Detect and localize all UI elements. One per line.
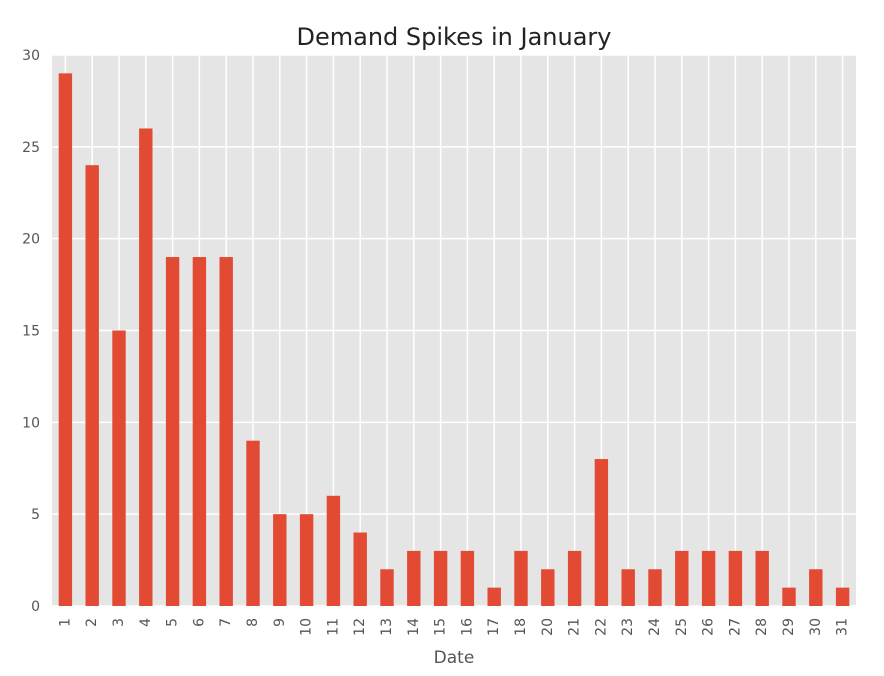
bar-1 [58,73,73,606]
y-tick-label: 20 [22,232,40,248]
x-tick-label: 22 [593,618,609,636]
x-tick-label: 17 [486,618,502,636]
x-tick-label: 21 [567,618,583,636]
x-tick-label: 14 [406,618,422,636]
x-tick-label: 8 [245,618,261,627]
x-tick-label: 15 [433,618,449,636]
bar-21 [567,550,582,606]
x-tick-label: 3 [111,618,127,627]
x-tick-label: 10 [299,618,315,636]
y-tick-label: 15 [22,324,40,340]
bar-24 [648,569,662,606]
x-tick-label: 18 [513,618,529,636]
bar-22 [594,459,609,606]
x-tick-label: 2 [84,618,100,627]
bar-4 [139,128,153,606]
bar-26 [701,550,716,606]
bar-30 [809,569,823,606]
bar-25 [675,550,689,606]
x-tick-label: 28 [754,618,770,636]
x-tick-label: 20 [540,618,556,636]
bar-29 [782,587,796,606]
bar-16 [460,550,475,606]
x-tick-label: 6 [191,618,207,627]
bar-5 [165,257,180,606]
x-tick-label: 29 [781,618,797,636]
y-tick-label: 25 [22,140,40,156]
x-tick-label: 5 [165,618,181,627]
bars [58,73,850,606]
x-tick-label: 16 [459,618,475,636]
x-tick-label: 24 [647,618,663,636]
x-axis-label: Date [434,648,475,668]
bar-9 [273,514,287,606]
bar-2 [85,165,99,606]
x-tick-label: 7 [218,618,234,627]
y-tick-label: 10 [22,415,40,431]
x-tick-label: 26 [701,618,717,636]
bar-11 [326,495,341,606]
bar-15 [433,550,448,606]
x-tick-label: 11 [325,618,341,636]
bar-10 [299,514,314,606]
bar-13 [380,569,394,606]
bar-20 [541,569,555,606]
x-tick-label: 25 [674,618,690,636]
x-tick-label: 13 [379,618,395,636]
x-tick-label: 1 [57,618,73,627]
y-tick-label: 0 [31,599,40,615]
y-tick-labels: 0 5 10 15 20 25 30 [22,48,40,615]
x-tick-label: 4 [138,618,154,627]
bar-6 [192,257,207,606]
y-tick-label: 5 [31,507,40,523]
x-tick-label: 27 [727,618,743,636]
bar-17 [487,587,501,606]
bar-12 [353,532,367,606]
bar-8 [246,440,260,606]
bar-27 [728,550,743,606]
bar-7 [219,257,233,606]
x-tick-label: 12 [352,618,368,636]
bar-28 [755,550,769,606]
bar-23 [621,569,635,606]
y-tick-label: 30 [22,48,40,64]
bar-18 [514,550,528,606]
x-tick-label: 30 [808,618,824,636]
bar-3 [112,330,126,606]
chart-title: Demand Spikes in January [297,23,612,51]
x-tick-label: 9 [272,618,288,627]
x-tick-label: 23 [620,618,636,636]
bar-31 [835,587,850,606]
x-tick-label: 31 [835,618,851,636]
bar-14 [407,550,421,606]
x-tick-labels: 1 2 3 4 5 6 7 8 9 10 11 12 13 14 15 16 17 18 20 21 22 23 24 25 2… [57,618,850,636]
